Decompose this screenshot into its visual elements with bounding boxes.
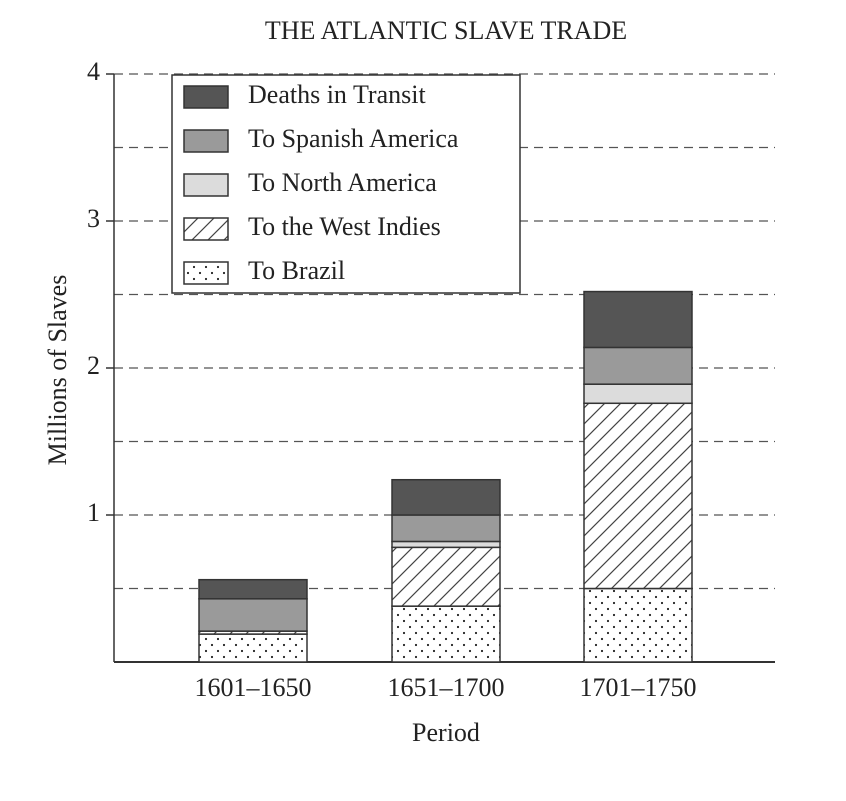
legend-label: To Brazil (248, 256, 345, 285)
bar-segment (198, 578, 308, 600)
y-tick-label: 1 (87, 498, 100, 527)
legend-swatch (183, 217, 229, 241)
legend-swatch (183, 85, 229, 109)
y-tick-label: 4 (87, 57, 100, 86)
bar-segment (198, 598, 308, 632)
bar-segment (583, 346, 693, 385)
chart-title: THE ATLANTIC SLAVE TRADE (265, 16, 627, 45)
x-tick-label: 1651–1700 (388, 673, 505, 702)
y-tick-label: 3 (87, 204, 100, 233)
legend-box (171, 74, 521, 294)
x-axis-label: Period (412, 718, 480, 747)
bar-segment (583, 587, 693, 663)
bar-segment (583, 383, 693, 405)
bar-segment (583, 402, 693, 590)
bar-segment (583, 290, 693, 349)
bar-segment (198, 633, 308, 663)
bar-segment (391, 514, 501, 543)
bar-segment (391, 540, 501, 549)
bar-segment (391, 546, 501, 607)
legend-label: To North America (248, 168, 437, 197)
legend-label: Deaths in Transit (248, 80, 426, 109)
bar-segment (391, 605, 501, 663)
legend-swatch (183, 173, 229, 197)
legend-swatch (183, 129, 229, 153)
legend-label: To the West Indies (248, 212, 441, 241)
x-tick-label: 1601–1650 (195, 673, 312, 702)
y-tick-label: 2 (87, 351, 100, 380)
bar-segment (391, 478, 501, 516)
y-axis-label: Millions of Slaves (43, 275, 72, 466)
legend-swatch (183, 261, 229, 285)
x-tick-label: 1701–1750 (580, 673, 697, 702)
legend-label: To Spanish America (248, 124, 459, 153)
